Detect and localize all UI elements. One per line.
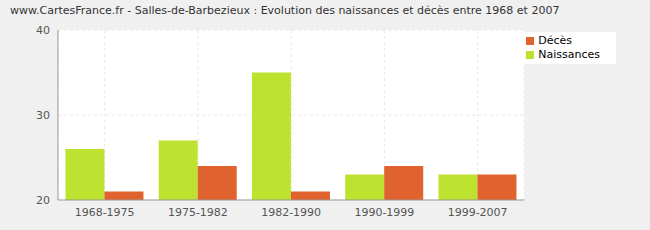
svg-text:30: 30 bbox=[36, 109, 50, 122]
html-text:www.CartesFrance.fr - Salles-d: www.CartesFrance.fr - Salles-de-Barbezie… bbox=[10, 4, 560, 17]
svg-text:1975-1982: 1975-1982 bbox=[168, 206, 228, 219]
svg-text:1968-1975: 1968-1975 bbox=[75, 206, 135, 219]
html-text:Naissances: Naissances bbox=[538, 48, 600, 61]
svg-text:1990-1999: 1990-1999 bbox=[354, 206, 414, 219]
html-text:Décès: Décès bbox=[538, 34, 572, 47]
svg-text:40: 40 bbox=[36, 24, 50, 37]
svg-text:20: 20 bbox=[36, 194, 50, 207]
svg-text:1999-2007: 1999-2007 bbox=[448, 206, 508, 219]
svg-text:1982-1990: 1982-1990 bbox=[261, 206, 321, 219]
